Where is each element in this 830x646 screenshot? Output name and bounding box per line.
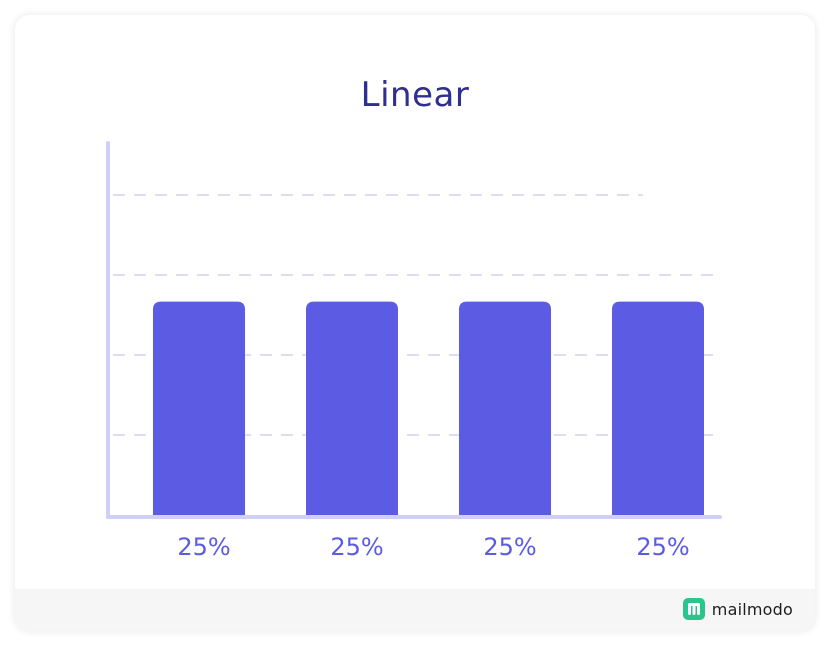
mailmodo-logo-icon (682, 598, 705, 620)
x-tick-label: 25% (483, 533, 536, 561)
x-tick-label: 25% (636, 533, 689, 561)
chart-card: Linear 25% 25% 25% 25% mailmodo (15, 15, 815, 631)
bar (306, 301, 398, 515)
bar (612, 301, 704, 515)
brand-name: mailmodo (711, 599, 793, 619)
x-tick-label: 25% (177, 533, 230, 561)
brand: mailmodo (682, 598, 793, 620)
chart-title: Linear (360, 75, 470, 115)
bar (153, 301, 245, 515)
bar-chart: 25% 25% 25% 25% (106, 141, 722, 561)
x-tick-label: 25% (330, 533, 383, 561)
footer-bar: mailmodo (15, 589, 815, 631)
bar (459, 301, 551, 515)
